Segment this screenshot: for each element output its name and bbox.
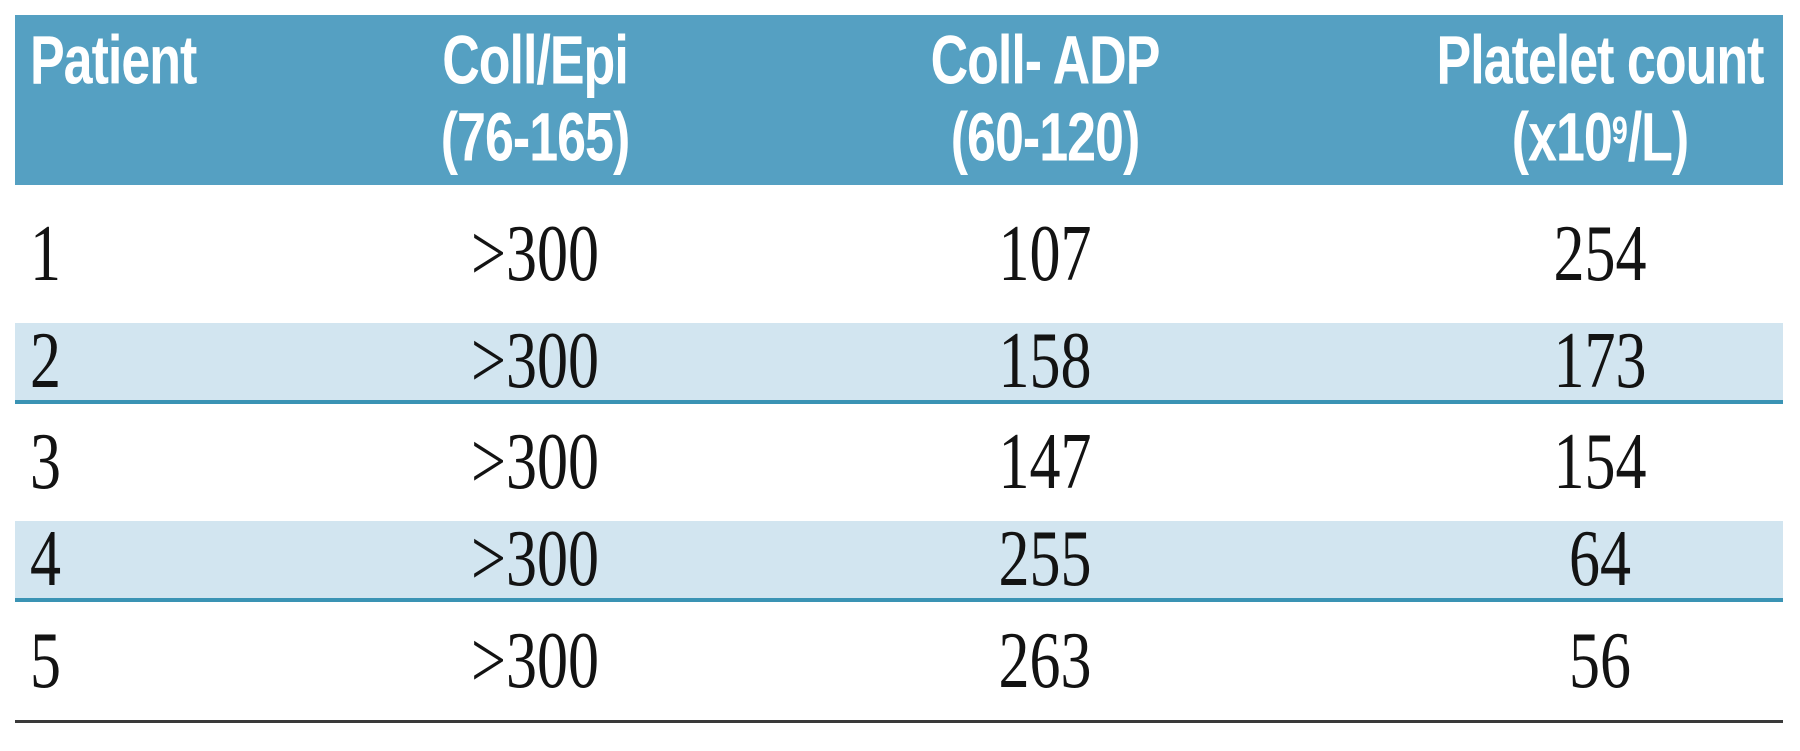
coll-epi-value: >300 bbox=[471, 417, 599, 507]
cell-patient: 2 bbox=[15, 317, 397, 405]
header-label-platelet-count: Platelet count (x109/L) bbox=[1436, 23, 1765, 187]
platelet-count-value: 64 bbox=[1569, 514, 1631, 604]
header-cell-platelet-count: Platelet count (x109/L) bbox=[1417, 15, 1783, 185]
coll-adp-value: 263 bbox=[998, 616, 1092, 705]
units-superscript: 9 bbox=[1611, 110, 1628, 153]
coll-adp-value: 107 bbox=[998, 209, 1092, 298]
table-row: 4 >300 255 64 bbox=[15, 515, 1783, 603]
units-suffix: /L) bbox=[1627, 99, 1690, 177]
platelet-count-value: 254 bbox=[1553, 209, 1647, 298]
cell-coll-adp: 158 bbox=[673, 317, 1417, 405]
coll-epi-value: >300 bbox=[471, 209, 599, 298]
cell-coll-epi: >300 bbox=[397, 317, 673, 405]
cell-platelet-count: 56 bbox=[1417, 602, 1783, 720]
cell-coll-adp: 147 bbox=[673, 404, 1417, 521]
table-row: 2 >300 158 173 bbox=[15, 317, 1783, 405]
cell-coll-epi: >300 bbox=[397, 515, 673, 603]
cell-coll-epi: >300 bbox=[397, 602, 673, 720]
patient-id: 5 bbox=[30, 616, 61, 705]
header-line1: Platelet count bbox=[1436, 23, 1765, 100]
cell-patient: 3 bbox=[15, 404, 397, 521]
coll-epi-value: >300 bbox=[471, 616, 599, 705]
table-row: 1 >300 107 254 bbox=[15, 185, 1783, 323]
platelet-count-value: 173 bbox=[1553, 316, 1647, 406]
header-line1: Patient bbox=[30, 23, 197, 100]
patient-id: 4 bbox=[30, 514, 61, 604]
header-cell-coll-adp: Coll- ADP (60-120) bbox=[673, 15, 1417, 185]
cell-platelet-count: 254 bbox=[1417, 185, 1783, 323]
coll-adp-value: 147 bbox=[998, 417, 1092, 507]
header-cell-patient: Patient bbox=[15, 15, 397, 185]
header-label-coll-adp: Coll- ADP (60-120) bbox=[930, 23, 1161, 177]
patient-id: 3 bbox=[30, 417, 61, 507]
platelet-function-table: Patient Coll/Epi (76-165) Coll- ADP (60-… bbox=[15, 15, 1783, 723]
header-label-coll-epi: Coll/Epi (76-165) bbox=[440, 23, 631, 177]
table-row: 3 >300 147 154 bbox=[15, 404, 1783, 521]
patient-id: 1 bbox=[30, 209, 61, 298]
cell-patient: 5 bbox=[15, 602, 397, 720]
cell-patient: 4 bbox=[15, 515, 397, 603]
header-line2-units: (x109/L) bbox=[1437, 100, 1764, 187]
header-line1: Coll- ADP bbox=[930, 23, 1161, 100]
cell-coll-adp: 107 bbox=[673, 185, 1417, 323]
coll-epi-value: >300 bbox=[471, 514, 599, 604]
header-line2-reference-range: (60-120) bbox=[950, 99, 1141, 177]
cell-platelet-count: 173 bbox=[1417, 317, 1783, 405]
header-line1: Coll/Epi bbox=[442, 23, 629, 100]
cell-platelet-count: 154 bbox=[1417, 404, 1783, 521]
cell-coll-adp: 255 bbox=[673, 515, 1417, 603]
platelet-count-value: 56 bbox=[1569, 616, 1631, 705]
cell-coll-epi: >300 bbox=[397, 404, 673, 521]
cell-platelet-count: 64 bbox=[1417, 515, 1783, 603]
cell-coll-adp: 263 bbox=[673, 602, 1417, 720]
patient-id: 2 bbox=[30, 316, 61, 406]
units-prefix: (x10 bbox=[1511, 99, 1613, 177]
cell-coll-epi: >300 bbox=[397, 185, 673, 323]
coll-epi-value: >300 bbox=[471, 316, 599, 406]
coll-adp-value: 158 bbox=[998, 316, 1092, 406]
header-cell-coll-epi: Coll/Epi (76-165) bbox=[397, 15, 673, 185]
table-row: 5 >300 263 56 bbox=[15, 602, 1783, 720]
table-header-row: Patient Coll/Epi (76-165) Coll- ADP (60-… bbox=[15, 15, 1783, 185]
cell-patient: 1 bbox=[15, 185, 397, 323]
header-label-patient: Patient bbox=[30, 23, 197, 100]
coll-adp-value: 255 bbox=[998, 514, 1092, 604]
platelet-count-value: 154 bbox=[1553, 417, 1647, 507]
header-line2-reference-range: (76-165) bbox=[440, 99, 631, 177]
